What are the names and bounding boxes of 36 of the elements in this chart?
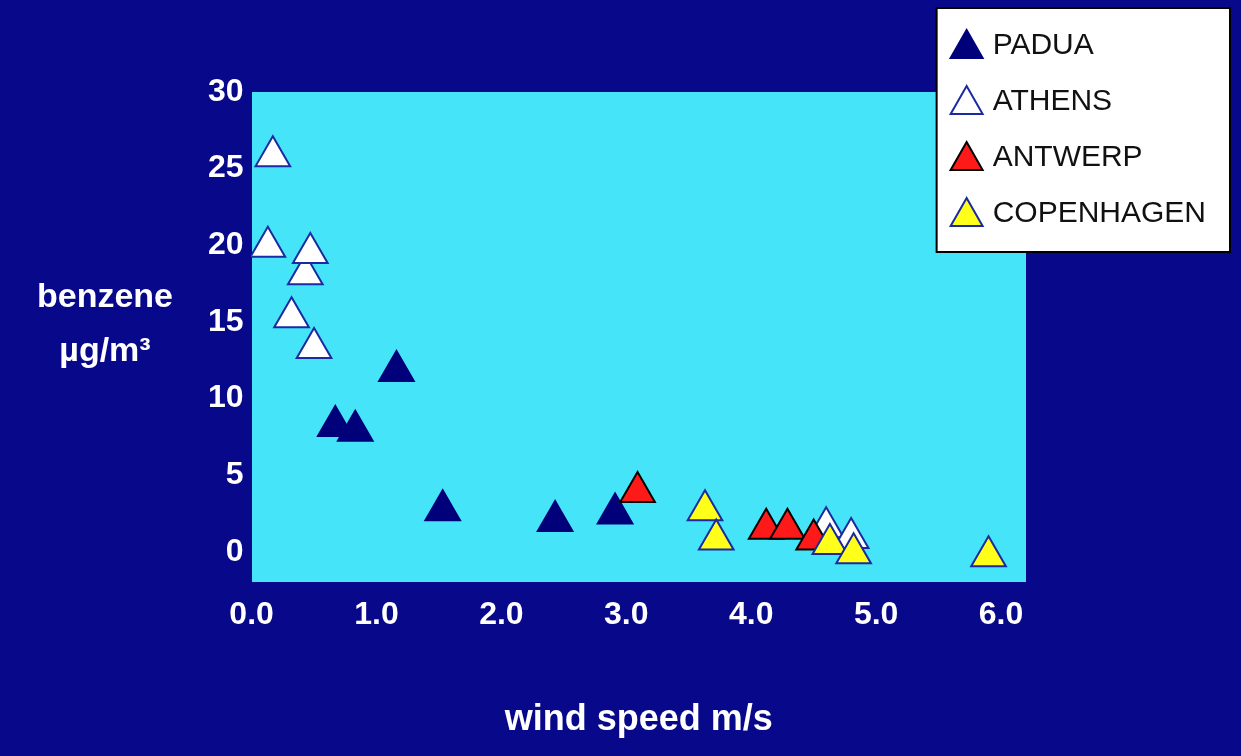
legend-label: ANTWERP: [992, 139, 1143, 173]
point: [769, 507, 806, 540]
point: [254, 135, 292, 168]
point: [251, 225, 287, 258]
point: [424, 489, 462, 522]
x-tick-label: 2.0: [479, 595, 524, 632]
x-tick-label: 5.0: [853, 595, 899, 632]
point: [697, 518, 735, 551]
point: [291, 231, 329, 264]
x-tick-label: 4.0: [728, 595, 774, 632]
legend-label: PADUA: [992, 27, 1094, 61]
x-tick-label: 1.0: [354, 595, 399, 632]
y-tick-label: 0: [225, 531, 244, 568]
y-tick-label: 20: [208, 225, 244, 262]
y-tick-label: 5: [225, 454, 244, 491]
y-tick-label: 15: [208, 301, 244, 338]
point: [295, 326, 333, 359]
x-tick-label: 3.0: [604, 595, 649, 632]
x-tick-label: 6.0: [978, 595, 1024, 632]
y-tick-label: 25: [208, 148, 244, 185]
x-tick-label: 0.0: [229, 595, 274, 632]
point: [273, 296, 310, 329]
y-tick-label: 10: [208, 378, 244, 415]
point: [686, 489, 724, 522]
point: [378, 349, 415, 382]
x-axis-title: wind speed m/s: [503, 697, 773, 739]
legend-label: COPENHAGEN: [992, 195, 1207, 229]
point: [536, 500, 574, 533]
point: [336, 409, 374, 442]
y-tick-label: 30: [208, 71, 244, 108]
legend-label: ATHENS: [992, 83, 1113, 117]
point: [619, 470, 656, 503]
point: [835, 532, 872, 565]
y-axis-title: benzene µg/m³: [35, 275, 174, 371]
point: [596, 492, 634, 525]
point: [970, 535, 1007, 568]
